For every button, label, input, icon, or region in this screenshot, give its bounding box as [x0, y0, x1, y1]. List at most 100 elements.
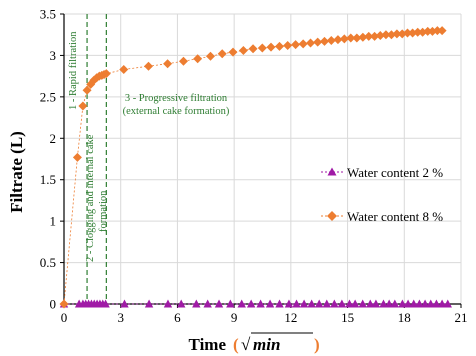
data-point-water-8 — [339, 34, 349, 44]
data-point-water-8 — [326, 36, 336, 46]
data-point-water-8 — [306, 38, 316, 48]
phase-boundaries — [86, 14, 107, 304]
data-point-water-2 — [192, 299, 201, 308]
annotation-progressive-line2: (external cake formation) — [123, 106, 230, 117]
x-axis-title: Time ( √ min ) — [189, 332, 320, 354]
data-point-water-2 — [432, 299, 441, 308]
data-point-water-8 — [78, 101, 88, 111]
data-point-water-8 — [291, 40, 301, 50]
data-point-water-8 — [72, 152, 82, 162]
data-point-water-2 — [415, 299, 424, 308]
data-point-water-2 — [120, 299, 129, 308]
data-point-water-8 — [101, 69, 111, 79]
legend-item-water-2: Water content 2 % — [321, 165, 443, 180]
data-point-water-2 — [398, 299, 407, 308]
data-point-water-8 — [364, 31, 374, 41]
data-point-water-2 — [256, 299, 265, 308]
data-point-water-2 — [226, 299, 235, 308]
y-tick-label: 3.5 — [40, 7, 56, 22]
data-point-water-8 — [163, 59, 173, 69]
data-point-water-8 — [392, 29, 402, 39]
legend-label-water-2: Water content 2 % — [347, 165, 443, 180]
data-point-water-2 — [390, 299, 400, 308]
data-point-water-8 — [206, 51, 216, 61]
x-tick-label: 6 — [174, 310, 181, 325]
data-point-water-8 — [228, 47, 238, 57]
x-tick-label: 18 — [398, 310, 411, 325]
data-point-water-8 — [413, 27, 423, 37]
data-point-water-2 — [426, 299, 435, 308]
data-point-water-2 — [163, 299, 173, 308]
data-point-water-2 — [284, 299, 294, 308]
data-point-water-8 — [320, 36, 330, 46]
y-tick-label: 0.5 — [40, 255, 56, 270]
data-point-water-2 — [265, 299, 275, 308]
data-point-water-2 — [203, 299, 212, 308]
data-point-water-8 — [217, 49, 227, 59]
data-point-water-2 — [237, 299, 246, 308]
data-point-water-8 — [144, 61, 154, 71]
y-tick-label: 3 — [50, 48, 57, 63]
legend: Water content 2 % Water content 8 % — [321, 165, 443, 224]
data-point-water-2 — [292, 299, 301, 308]
data-point-water-8 — [358, 32, 368, 42]
x-axis-paren-open: ( — [233, 335, 239, 354]
data-point-water-2 — [437, 299, 447, 308]
x-tick-label: 0 — [61, 310, 68, 325]
legend-marker-triangle-icon — [327, 167, 337, 176]
annotation-progressive-line1: 3 - Progressive filtration — [125, 93, 228, 104]
sqrt-sign: √ — [241, 335, 251, 354]
data-point-water-8 — [248, 44, 258, 54]
data-point-water-8 — [238, 45, 248, 55]
data-point-water-2 — [307, 299, 316, 308]
data-point-water-8 — [418, 27, 428, 37]
x-tick-label: 3 — [117, 310, 124, 325]
x-tick-label: 21 — [455, 310, 468, 325]
legend-marker-diamond-icon — [327, 211, 337, 221]
data-point-water-2 — [177, 299, 186, 308]
data-point-water-8 — [370, 31, 380, 41]
data-point-water-8 — [82, 85, 92, 95]
x-tick-label: 9 — [231, 310, 238, 325]
data-point-water-2 — [322, 299, 331, 308]
annotation-clogging-line1: 2 - Clogging and internal cake — [85, 134, 96, 262]
data-point-water-8 — [402, 28, 412, 38]
x-axis-title-text: Time — [189, 335, 227, 354]
annotation-clogging-line2: formation — [98, 190, 109, 232]
data-point-water-8 — [59, 299, 69, 309]
data-point-water-2 — [315, 299, 324, 308]
x-tick-label: 15 — [341, 310, 354, 325]
data-point-water-2 — [337, 299, 347, 308]
data-point-water-8 — [275, 41, 285, 51]
legend-item-water-8: Water content 8 % — [321, 209, 443, 224]
y-tick-label: 1.5 — [40, 172, 56, 187]
data-point-water-2 — [350, 299, 360, 308]
data-point-water-2 — [330, 299, 339, 308]
data-point-water-2 — [358, 299, 367, 308]
data-point-water-8 — [346, 33, 356, 43]
x-axis-paren-close: ) — [314, 335, 320, 354]
annotation-rapid-filtration: 1 - Rapid filtration — [68, 31, 79, 110]
data-point-water-8 — [257, 43, 267, 53]
data-point-water-8 — [375, 31, 385, 41]
data-point-water-8 — [313, 37, 323, 47]
data-point-water-2 — [409, 299, 418, 308]
data-point-water-2 — [345, 299, 354, 308]
x-tick-label: 12 — [284, 310, 297, 325]
data-point-water-8 — [437, 26, 447, 36]
data-point-water-8 — [397, 29, 407, 39]
data-point-water-8 — [333, 35, 343, 45]
data-point-water-2 — [384, 299, 394, 308]
y-tick-label: 2 — [50, 131, 57, 146]
data-point-water-2 — [403, 299, 413, 308]
y-axis-title: Filtrate (L) — [7, 131, 26, 213]
data-point-water-2 — [101, 299, 110, 308]
data-point-water-8 — [432, 26, 442, 36]
data-point-water-2 — [371, 299, 381, 308]
data-point-water-8 — [178, 56, 188, 66]
data-series — [59, 26, 452, 309]
data-point-water-8 — [381, 30, 391, 40]
x-axis-unit: min — [253, 335, 280, 354]
y-tick-label: 0 — [50, 297, 57, 312]
y-tick-label: 2.5 — [40, 89, 56, 104]
